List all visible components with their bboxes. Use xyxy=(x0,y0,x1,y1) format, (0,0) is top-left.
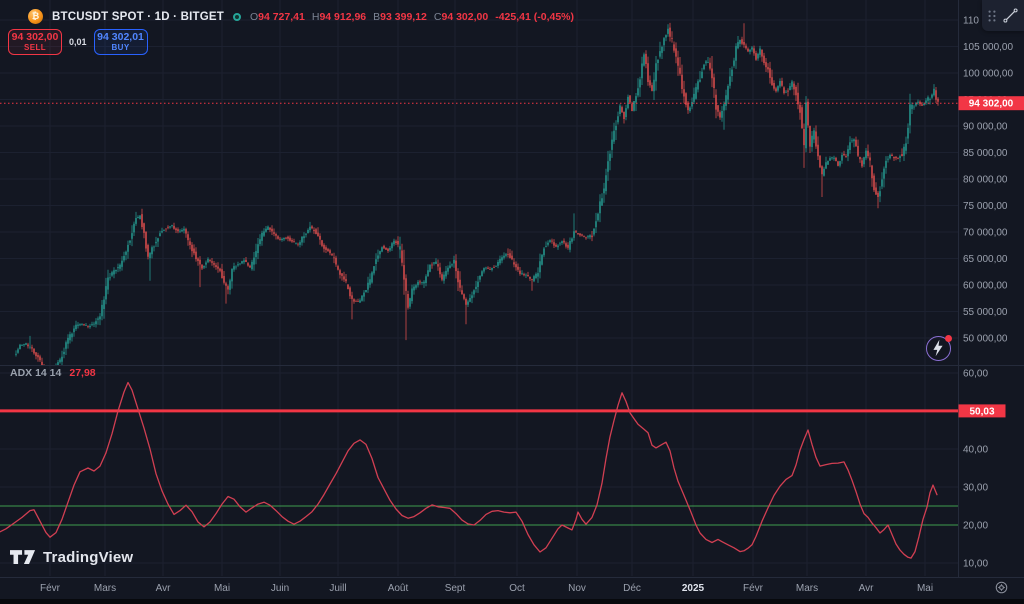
sell-label: SELL xyxy=(23,43,47,52)
drag-handle-icon xyxy=(988,10,995,21)
drawing-toolbar[interactable] xyxy=(982,0,1024,31)
sell-price: 94 302,00 xyxy=(11,31,59,43)
svg-text:Nov: Nov xyxy=(568,583,586,594)
svg-text:Sept: Sept xyxy=(445,583,466,594)
svg-text:Août: Août xyxy=(388,583,409,594)
tradingview-wordmark: TradingView xyxy=(43,549,134,566)
svg-text:75 000,00: 75 000,00 xyxy=(963,201,1008,212)
buy-button[interactable]: 94 302,01 BUY xyxy=(93,29,148,55)
buy-price: 94 302,01 xyxy=(97,31,144,43)
svg-text:Déc: Déc xyxy=(623,583,641,594)
svg-text:90 000,00: 90 000,00 xyxy=(963,122,1008,133)
svg-text:70 000,00: 70 000,00 xyxy=(963,228,1008,239)
svg-text:Févr: Févr xyxy=(40,583,61,594)
svg-text:80 000,00: 80 000,00 xyxy=(963,175,1008,186)
timeaxis-settings-button[interactable] xyxy=(993,580,1009,596)
svg-text:Mai: Mai xyxy=(917,583,933,594)
quick-trade-button[interactable] xyxy=(926,335,952,361)
trendline-tool-icon xyxy=(1002,8,1018,23)
pane-separator[interactable] xyxy=(0,363,958,368)
svg-text:55 000,00: 55 000,00 xyxy=(963,307,1008,318)
svg-text:50,03: 50,03 xyxy=(969,406,994,417)
ohlc-values: O94 727,41 H94 912,96 B93 399,12 C94 302… xyxy=(250,11,574,23)
sell-button[interactable]: 94 302,00 SELL xyxy=(8,29,62,55)
symbol-legend: ₿ BTCUSDT SPOT · 1D · BITGET O94 727,41 … xyxy=(28,8,574,25)
svg-text:60 000,00: 60 000,00 xyxy=(963,281,1008,292)
order-buttons: 94 302,00 SELL 0,01 94 302,01 BUY xyxy=(8,29,148,55)
svg-text:Mars: Mars xyxy=(94,583,116,594)
svg-text:40,00: 40,00 xyxy=(963,445,988,456)
indicator-value: 27,98 xyxy=(69,367,96,379)
high-pair: H94 912,96 xyxy=(311,10,367,23)
time-axis[interactable] xyxy=(0,577,958,600)
open-pair: O94 727,41 xyxy=(249,10,305,23)
svg-text:100 000,00: 100 000,00 xyxy=(963,69,1013,80)
market-status-icon[interactable] xyxy=(232,12,241,21)
svg-text:85 000,00: 85 000,00 xyxy=(963,148,1008,159)
svg-text:10,00: 10,00 xyxy=(963,559,988,570)
btc-glyph: ₿ xyxy=(31,11,40,21)
buy-label: BUY xyxy=(111,43,130,52)
svg-text:20,00: 20,00 xyxy=(963,521,988,532)
svg-text:Avr: Avr xyxy=(859,583,874,594)
gear-icon xyxy=(995,581,1007,594)
svg-text:Mars: Mars xyxy=(796,583,818,594)
change-value: -425,41 (-0,45%) xyxy=(495,10,574,23)
low-pair: B93 399,12 xyxy=(373,10,427,23)
svg-text:60,00: 60,00 xyxy=(963,369,988,380)
svg-text:Juin: Juin xyxy=(271,583,289,594)
indicator-legend[interactable]: ADX 14 14 27,98 xyxy=(10,367,96,379)
svg-text:105 000,00: 105 000,00 xyxy=(963,42,1013,53)
tradingview-logo[interactable]: TradingView xyxy=(10,549,133,566)
indicator-name: ADX 14 14 xyxy=(10,367,62,379)
symbol-title[interactable]: BTCUSDT SPOT · 1D · BITGET xyxy=(52,10,224,23)
spread-value: 0,01 xyxy=(69,37,87,47)
lightning-icon xyxy=(933,339,943,357)
svg-text:Avr: Avr xyxy=(156,583,171,594)
svg-text:50 000,00: 50 000,00 xyxy=(963,334,1008,345)
svg-text:65 000,00: 65 000,00 xyxy=(963,254,1008,265)
svg-text:Juill: Juill xyxy=(329,583,346,594)
svg-text:Févr: Févr xyxy=(743,583,764,594)
svg-text:30,00: 30,00 xyxy=(963,483,988,494)
svg-text:Mai: Mai xyxy=(214,583,230,594)
notification-badge xyxy=(945,335,952,342)
tradingview-mark-icon xyxy=(10,550,36,564)
svg-text:2025: 2025 xyxy=(682,583,705,594)
btc-coin-icon: ₿ xyxy=(28,9,43,24)
close-pair: C94 302,00 xyxy=(433,10,489,23)
svg-text:Oct: Oct xyxy=(509,583,525,594)
price-axis[interactable] xyxy=(958,0,1024,577)
svg-text:94 302,00: 94 302,00 xyxy=(969,99,1014,110)
